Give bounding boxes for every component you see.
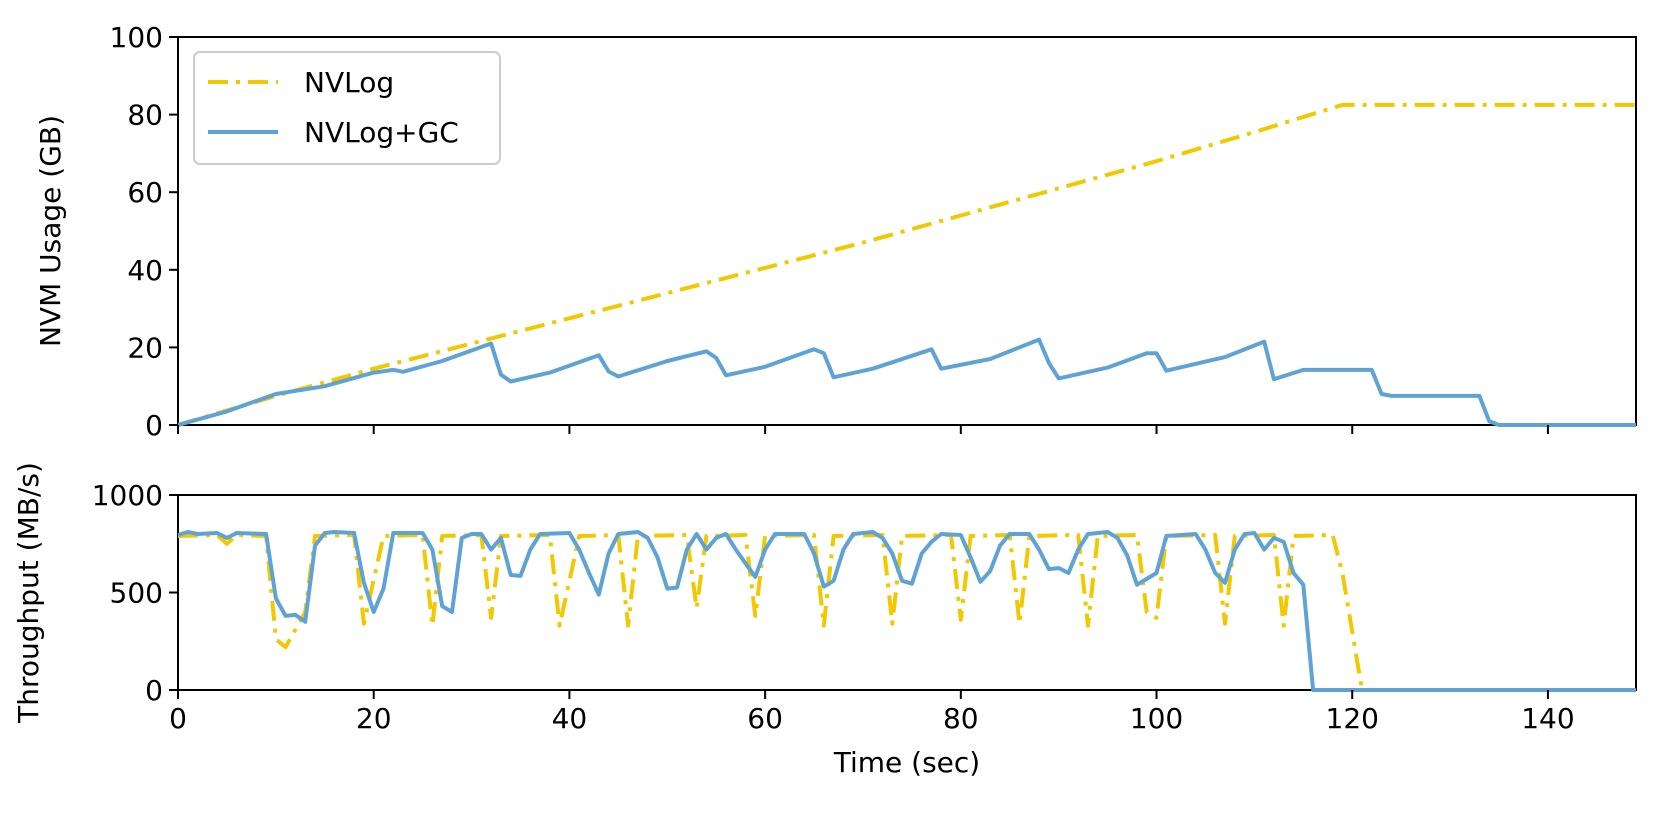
series-line-nvlog (178, 102, 1636, 427)
axes-frame (177, 494, 1637, 691)
x-tick-label: 40 (552, 702, 588, 735)
y-axis-title-nvm-usage: NVM Usage (GB) (34, 115, 67, 347)
series-line-nvlog-gc (178, 530, 1636, 692)
x-tick-label: 120 (1326, 702, 1379, 735)
top-panel-nvm-usage: 0 20 40 60 80 100 NVM Usage (GB) NVLog NVLog+GC (34, 21, 1637, 442)
legend-label-nvlog-gc: NVLog+GC (304, 116, 459, 149)
y-tick-label: 40 (127, 254, 163, 287)
legend: NVLog NVLog+GC (193, 51, 501, 165)
x-axis-title-time: Time (sec) (833, 746, 980, 779)
x-tick-label: 80 (943, 702, 979, 735)
x-tick-label: 60 (747, 702, 783, 735)
y-tick-label: 80 (127, 99, 163, 132)
y-axis-title-throughput: Throughput (MB/s) (12, 462, 45, 724)
y-tick-label: 60 (127, 176, 163, 209)
x-tick-label: 0 (169, 702, 187, 735)
series-line-nvlog (178, 533, 1636, 692)
x-tick-label: 140 (1521, 702, 1574, 735)
x-tick-label: 20 (356, 702, 392, 735)
y-tick-label: 100 (110, 21, 163, 54)
legend-label-nvlog: NVLog (304, 66, 394, 99)
x-tick-label: 100 (1130, 702, 1183, 735)
y-tick-label: 0 (145, 674, 163, 707)
y-tick-label: 1000 (92, 479, 163, 512)
y-tick-label: 20 (127, 331, 163, 364)
series-line-nvlog-gc (178, 337, 1636, 427)
y-tick-label: 500 (110, 577, 163, 610)
axes-frame (177, 36, 1637, 426)
y-tick-label: 0 (145, 409, 163, 442)
legend-box (193, 51, 501, 165)
bottom-panel-throughput: 0 500 1000 0 20 40 60 80 100 120 140 Throughput (MB… (12, 462, 1637, 779)
